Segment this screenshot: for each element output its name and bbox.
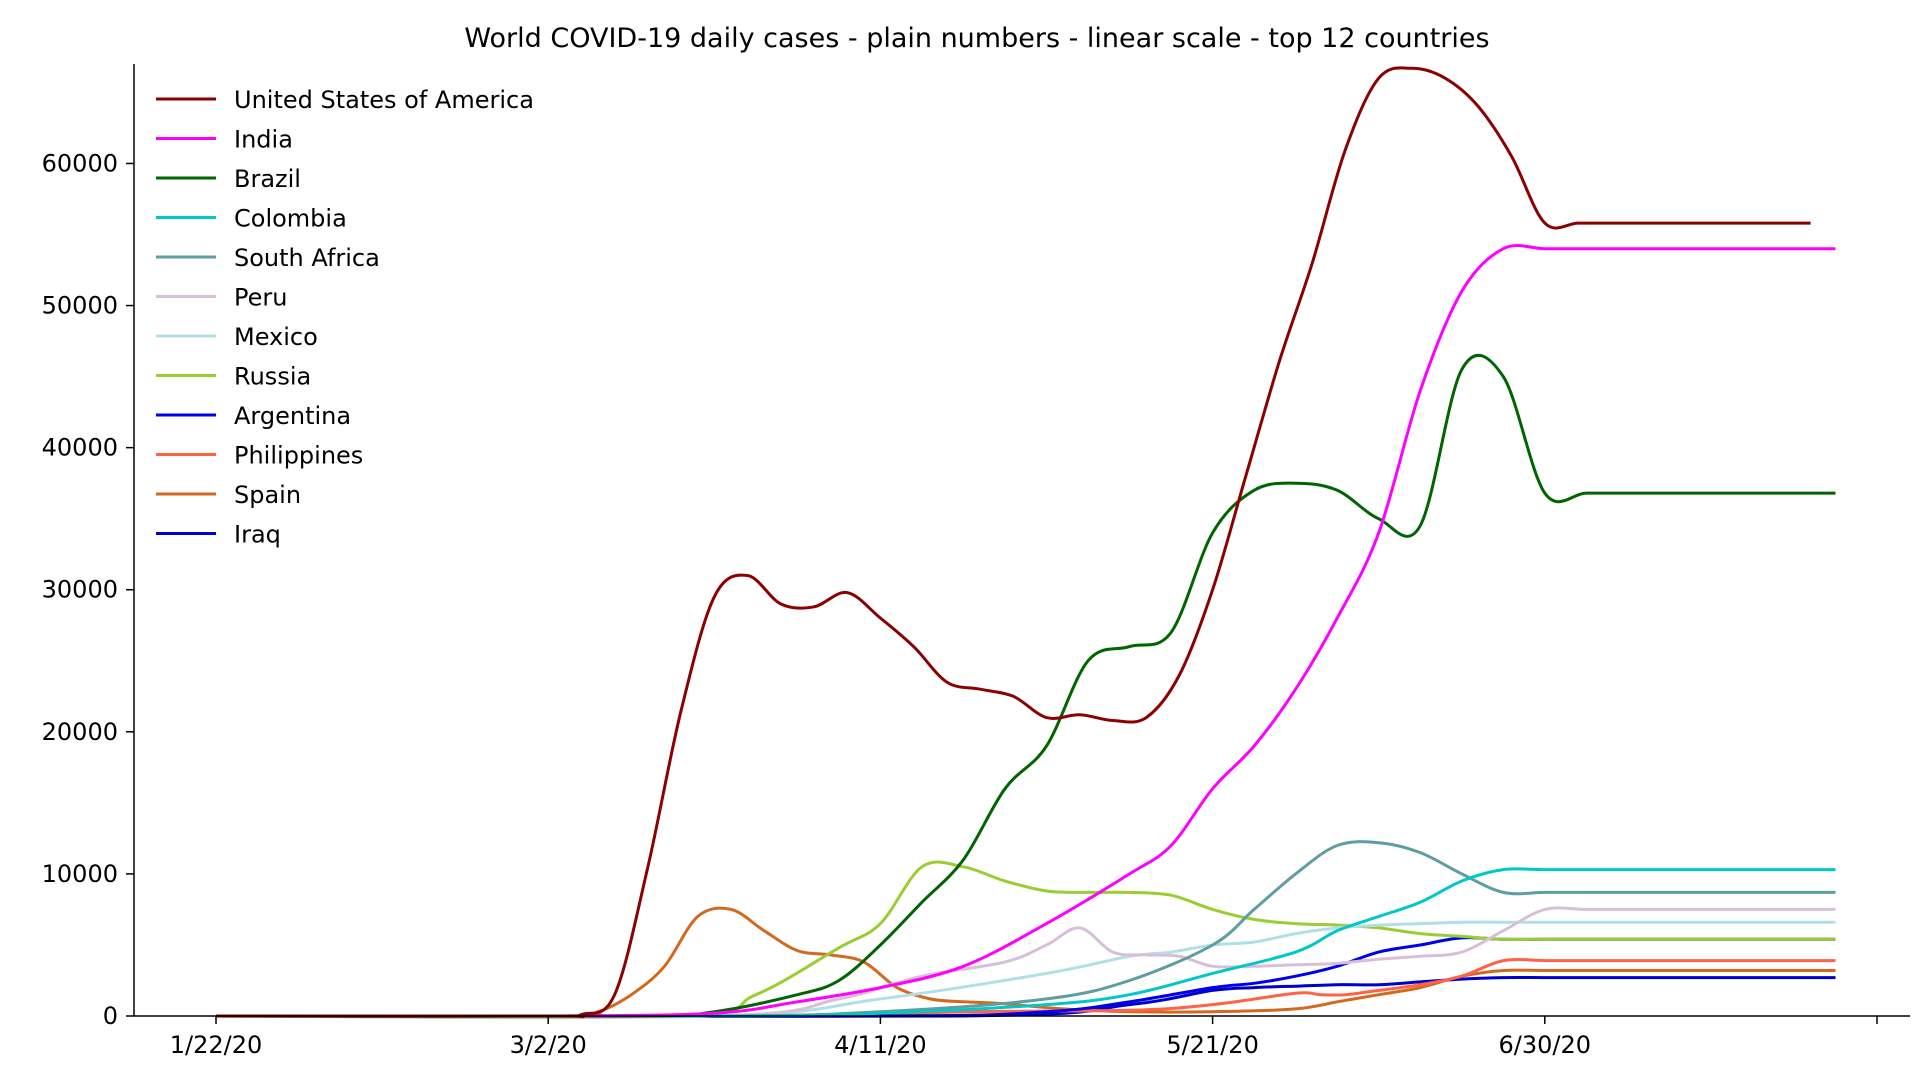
y-tick-label: 40000 (42, 434, 118, 462)
legend-label: India (234, 126, 293, 154)
legend-label: Brazil (234, 165, 301, 193)
x-tick-label: 5/21/20 (1166, 1031, 1259, 1059)
series-line-united-states-of-america (215, 66, 1811, 1019)
y-axis-ticks: 0 10000 20000 30000 40000 50000 60000 (42, 149, 134, 1030)
series-line-spain (215, 906, 1836, 1018)
y-tick-label: 10000 (42, 860, 118, 888)
legend-label: Mexico (234, 323, 318, 351)
chart-title: World COVID-19 daily cases - plain numbe… (464, 23, 1489, 54)
legend-label: Iraq (234, 521, 281, 549)
legend-label: Colombia (234, 205, 347, 233)
series-lines (215, 66, 1836, 1020)
y-tick-label: 30000 (42, 576, 118, 604)
series-line-russia (215, 860, 1836, 1020)
series-line-south-africa (215, 840, 1836, 1018)
legend-label: Argentina (234, 402, 351, 430)
legend-label: Spain (234, 481, 301, 509)
y-tick-label: 60000 (42, 149, 118, 177)
x-tick-label: 3/2/20 (510, 1031, 587, 1059)
legend-label: United States of America (234, 86, 534, 114)
series-line-brazil (215, 353, 1836, 1018)
legend-label: Peru (234, 284, 287, 312)
y-tick-label: 20000 (42, 718, 118, 746)
x-tick-label: 1/22/20 (170, 1031, 263, 1059)
legend: United States of America India Brazil Colom… (156, 86, 534, 549)
x-tick-label: 4/11/20 (834, 1031, 927, 1059)
legend-label: South Africa (234, 244, 380, 272)
series-line-iraq (215, 976, 1836, 1019)
y-tick-label: 50000 (42, 292, 118, 320)
series-line-india (215, 244, 1836, 1018)
y-tick-label: 0 (103, 1002, 118, 1030)
x-tick-label: 6/30/20 (1499, 1031, 1592, 1059)
series-line-colombia (215, 867, 1836, 1018)
legend-label: Philippines (234, 442, 363, 470)
x-axis-ticks: 1/22/20 3/2/20 4/11/20 5/21/20 6/30/20 (170, 1016, 1878, 1059)
series-line-mexico (215, 920, 1836, 1019)
series-line-philippines (215, 957, 1836, 1018)
legend-label: Russia (234, 363, 311, 391)
